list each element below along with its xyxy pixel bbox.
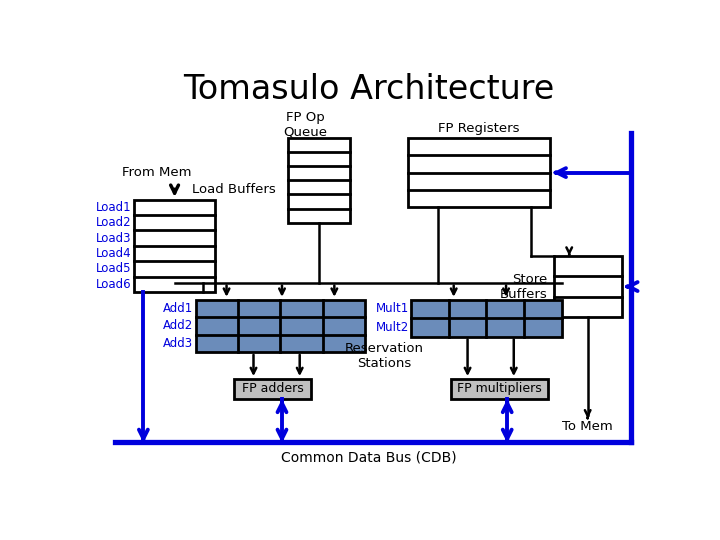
Text: FP Registers: FP Registers bbox=[438, 122, 519, 135]
Bar bbox=[554, 256, 621, 318]
Text: From Mem: From Mem bbox=[122, 166, 192, 179]
Bar bbox=[234, 379, 311, 399]
Text: Reservation
Stations: Reservation Stations bbox=[345, 342, 424, 370]
Bar bbox=[451, 379, 548, 399]
Text: FP multipliers: FP multipliers bbox=[457, 382, 542, 395]
Bar bbox=[134, 200, 215, 292]
Text: Common Data Bus (CDB): Common Data Bus (CDB) bbox=[282, 450, 456, 464]
Text: Load6: Load6 bbox=[96, 278, 132, 291]
Text: Load3: Load3 bbox=[96, 232, 132, 245]
Text: Add2: Add2 bbox=[163, 319, 194, 332]
Text: Tomasulo Architecture: Tomasulo Architecture bbox=[184, 73, 554, 106]
Text: FP Op
Queue: FP Op Queue bbox=[283, 111, 327, 139]
Text: Add1: Add1 bbox=[163, 302, 194, 315]
Text: Load5: Load5 bbox=[96, 262, 132, 275]
Text: To Mem: To Mem bbox=[562, 420, 613, 433]
Bar bbox=[411, 300, 562, 336]
Text: Load2: Load2 bbox=[96, 216, 132, 229]
Text: Mult2: Mult2 bbox=[376, 321, 409, 334]
Text: Add3: Add3 bbox=[163, 337, 194, 350]
Text: FP adders: FP adders bbox=[242, 382, 304, 395]
Text: Store
Buffers: Store Buffers bbox=[500, 273, 548, 301]
Text: Mult1: Mult1 bbox=[376, 302, 409, 315]
Text: Load Buffers: Load Buffers bbox=[192, 183, 276, 196]
Text: Load4: Load4 bbox=[96, 247, 132, 260]
Bar bbox=[408, 138, 550, 207]
Bar bbox=[288, 138, 350, 222]
Bar bbox=[196, 300, 365, 352]
Text: Load1: Load1 bbox=[96, 201, 132, 214]
